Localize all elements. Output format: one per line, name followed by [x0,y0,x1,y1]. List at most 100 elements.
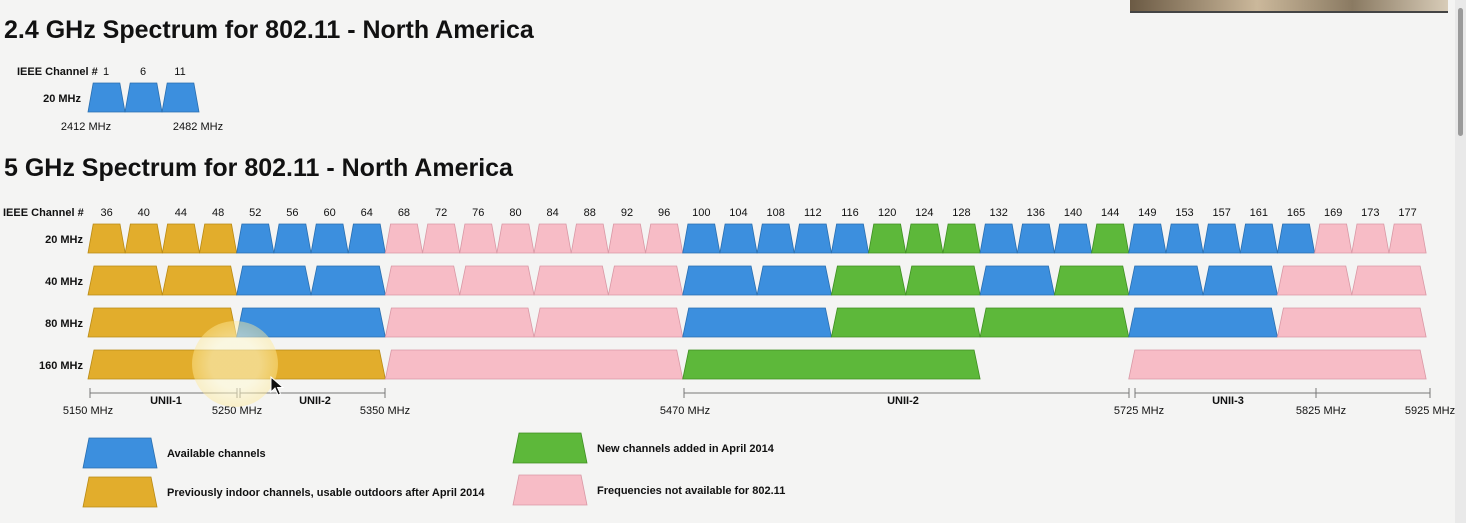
channel-number: 88 [583,207,596,219]
channel-block [236,223,275,254]
legend-swatch [82,437,158,469]
channel-number: 136 [1026,207,1046,219]
channel-block [979,223,1018,254]
legend-label-indoor: Previously indoor channels, usable outdo… [167,487,485,499]
channel-block [607,265,684,296]
channel-block [607,223,647,254]
channel-block [570,223,609,254]
channel-block [830,307,981,338]
channel-block [1091,223,1130,254]
freq-label-5825: 5825 MHz [1295,405,1347,417]
channel-block [1128,349,1427,380]
channel-label-5ghz: IEEE Channel # [3,207,84,219]
channel-block [459,265,535,296]
channel-block [87,223,126,254]
channel-block-2-4ghz [124,82,163,113]
freq-label-5250: 5250 MHz [211,405,263,417]
channel-number: 177 [1398,207,1417,219]
channel-block [533,265,609,296]
row-label-2-4ghz-20mhz: 20 MHz [43,93,81,105]
channel-block [830,223,870,254]
channel-block [161,223,200,254]
legend-label-unavailable: Frequencies not available for 802.11 [597,485,786,497]
channel-number: 6 [139,66,147,78]
channel-block [496,223,535,254]
channel-block [868,223,907,254]
channel-block [719,223,758,254]
channel-block [1053,265,1130,296]
channel-number: 112 [804,207,822,219]
channel-number: 100 [692,207,711,219]
channel-number: 120 [877,207,897,219]
channel-number: 44 [174,207,188,219]
scrollbar-thumb[interactable] [1458,8,1463,136]
channel-block [682,223,721,254]
channel-number: 11 [174,66,186,78]
channel-number: 92 [620,207,634,219]
channel-block [1276,223,1316,254]
channel-block [756,265,832,296]
channel-block [1202,223,1241,254]
freq-label-2482: 2482 MHz [172,121,224,133]
channel-block [979,265,1055,296]
presenter-video-thumbnail [1130,0,1448,13]
channel-number: 108 [766,207,785,219]
channel-number: 48 [211,207,225,219]
row-label-20mhz: 20 MHz [45,234,83,246]
channel-number: 64 [360,207,373,219]
channel-block [1239,223,1278,254]
channel-number: 161 [1249,207,1269,219]
channel-block [1016,223,1055,254]
channel-block [1276,307,1427,338]
freq-label-5925: 5925 MHz [1404,405,1456,417]
scrollbar[interactable] [1455,0,1466,523]
channel-number: 104 [729,207,748,219]
channel-number: 1 [102,66,110,78]
cursor-highlight [192,321,278,407]
channel-block [384,265,461,296]
channel-block [1053,223,1093,254]
channel-block [830,265,907,296]
channel-number: 144 [1100,207,1120,219]
channel-block [422,223,461,254]
band-label-unii-2a: UNII-2 [299,395,331,407]
freq-label-5470: 5470 MHz [659,405,711,417]
channel-block [273,223,312,254]
channel-block [682,307,832,338]
channel-number: 96 [658,207,671,219]
channel-number: 76 [472,207,485,219]
channel-block [1128,265,1204,296]
channel-block [793,223,832,254]
freq-label-2412: 2412 MHz [60,121,112,133]
freq-label-5150: 5150 MHz [62,405,114,417]
legend-swatch [512,432,588,464]
channel-label-2-4ghz: IEEE Channel # [17,66,98,78]
channel-block [533,307,684,338]
channel-block [236,265,312,296]
channel-number: 40 [137,207,150,219]
channel-block [1388,223,1427,254]
channel-block [459,223,498,254]
channel-block [1128,223,1167,254]
freq-label-5350: 5350 MHz [359,405,411,417]
channel-number: 128 [952,207,971,219]
channel-number: 169 [1324,207,1343,219]
channel-number: 72 [434,207,448,219]
channel-number: 52 [249,207,262,219]
channel-number: 80 [509,207,522,219]
channel-block [384,349,684,380]
channel-block-2-4ghz [87,82,126,113]
row-label-160mhz: 160 MHz [38,360,83,372]
channel-block [161,265,238,296]
mouse-cursor-icon [270,376,284,396]
band-label-unii-2c: UNII-2 [887,395,919,407]
band-label-unii-3: UNII-3 [1212,395,1244,407]
channel-number: 68 [397,207,411,219]
channel-number: 56 [286,207,299,219]
channel-block [756,223,795,254]
title-2-4ghz: 2.4 GHz Spectrum for 802.11 - North Amer… [4,16,534,44]
freq-label-5725: 5725 MHz [1113,405,1165,417]
channel-block [682,349,981,380]
channel-block [310,223,349,254]
